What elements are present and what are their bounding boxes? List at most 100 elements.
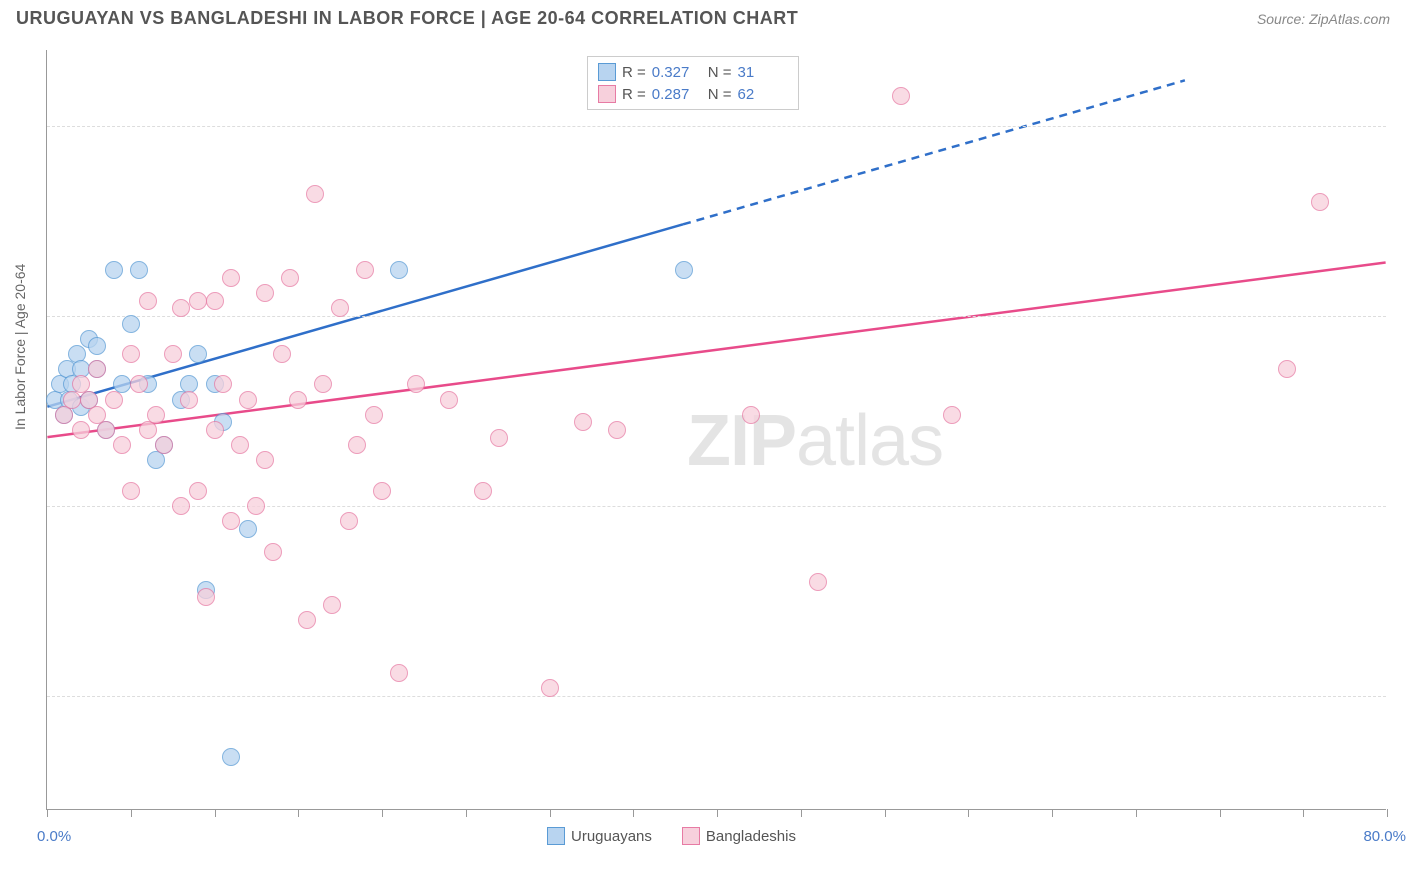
data-point — [88, 360, 106, 378]
y-tick-label: 62.5% — [1396, 688, 1406, 705]
data-point — [809, 573, 827, 591]
stat-label-r: R = — [622, 86, 646, 103]
x-tick — [1136, 809, 1137, 817]
data-point — [189, 482, 207, 500]
data-point — [189, 292, 207, 310]
stat-value-r: 0.327 — [652, 64, 702, 81]
data-point — [239, 391, 257, 409]
data-point — [356, 261, 374, 279]
data-point — [180, 391, 198, 409]
data-point — [306, 185, 324, 203]
watermark: ZIPatlas — [687, 400, 943, 482]
x-tick — [47, 809, 48, 817]
x-tick — [550, 809, 551, 817]
data-point — [474, 482, 492, 500]
x-tick — [717, 809, 718, 817]
x-tick — [1220, 809, 1221, 817]
stat-value-r: 0.287 — [652, 86, 702, 103]
data-point — [197, 588, 215, 606]
data-point — [130, 375, 148, 393]
data-point — [574, 413, 592, 431]
data-point — [289, 391, 307, 409]
x-tick — [382, 809, 383, 817]
legend-stats-box: R =0.327N =31R =0.287N =62 — [587, 56, 799, 110]
data-point — [189, 345, 207, 363]
x-tick-label: 0.0% — [37, 828, 71, 845]
x-tick — [1387, 809, 1388, 817]
x-tick — [1052, 809, 1053, 817]
data-point — [97, 421, 115, 439]
x-tick — [298, 809, 299, 817]
stat-value-n: 31 — [738, 64, 788, 81]
data-point — [72, 421, 90, 439]
x-tick — [466, 809, 467, 817]
data-point — [264, 543, 282, 561]
data-point — [331, 299, 349, 317]
legend-stats-row: R =0.287N =62 — [598, 83, 788, 105]
legend-label: Uruguayans — [571, 828, 652, 845]
y-tick-label: 87.5% — [1396, 308, 1406, 325]
data-point — [222, 748, 240, 766]
x-tick — [968, 809, 969, 817]
data-point — [206, 292, 224, 310]
data-point — [407, 375, 425, 393]
data-point — [440, 391, 458, 409]
y-axis-label: In Labor Force | Age 20-64 — [12, 264, 28, 430]
x-tick — [885, 809, 886, 817]
data-point — [105, 261, 123, 279]
x-tick — [801, 809, 802, 817]
data-point — [172, 497, 190, 515]
gridline-h — [47, 126, 1386, 127]
x-tick — [1303, 809, 1304, 817]
data-point — [314, 375, 332, 393]
data-point — [155, 436, 173, 454]
data-point — [256, 451, 274, 469]
data-point — [742, 406, 760, 424]
data-point — [113, 436, 131, 454]
data-point — [88, 337, 106, 355]
legend-swatch — [598, 63, 616, 81]
data-point — [147, 406, 165, 424]
title-bar: URUGUAYAN VS BANGLADESHI IN LABOR FORCE … — [0, 0, 1406, 41]
legend-stats-row: R =0.327N =31 — [598, 61, 788, 83]
data-point — [214, 375, 232, 393]
data-point — [273, 345, 291, 363]
data-point — [390, 261, 408, 279]
data-point — [105, 391, 123, 409]
x-tick — [131, 809, 132, 817]
data-point — [541, 679, 559, 697]
data-point — [122, 345, 140, 363]
x-tick-label: 80.0% — [1363, 828, 1406, 845]
data-point — [247, 497, 265, 515]
gridline-h — [47, 696, 1386, 697]
data-point — [256, 284, 274, 302]
data-point — [206, 421, 224, 439]
data-point — [172, 299, 190, 317]
data-point — [164, 345, 182, 363]
data-point — [348, 436, 366, 454]
data-point — [1278, 360, 1296, 378]
data-point — [139, 292, 157, 310]
data-point — [281, 269, 299, 287]
data-point — [675, 261, 693, 279]
data-point — [373, 482, 391, 500]
data-point — [298, 611, 316, 629]
data-point — [222, 512, 240, 530]
data-point — [222, 269, 240, 287]
x-tick — [633, 809, 634, 817]
data-point — [122, 482, 140, 500]
stat-value-n: 62 — [738, 86, 788, 103]
gridline-h — [47, 316, 1386, 317]
legend-bottom: UruguayansBangladeshis — [547, 827, 796, 845]
data-point — [490, 429, 508, 447]
data-point — [608, 421, 626, 439]
data-point — [122, 315, 140, 333]
plot-area: ZIPatlas R =0.327N =31R =0.287N =62 Urug… — [46, 50, 1386, 810]
data-point — [943, 406, 961, 424]
data-point — [231, 436, 249, 454]
stat-label-r: R = — [622, 64, 646, 81]
legend-swatch — [598, 85, 616, 103]
legend-swatch — [682, 827, 700, 845]
x-tick — [215, 809, 216, 817]
data-point — [365, 406, 383, 424]
